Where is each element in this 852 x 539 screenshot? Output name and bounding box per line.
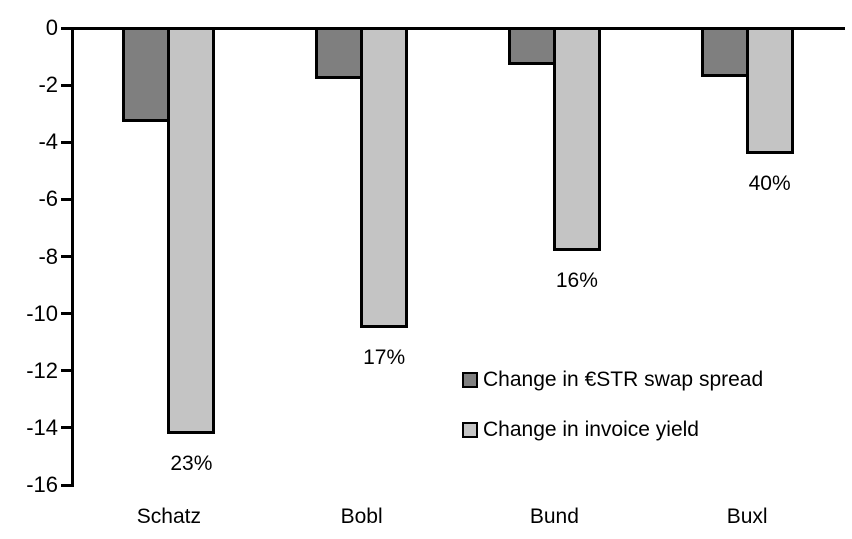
y-tick <box>61 369 71 373</box>
bar-change-in-invoice-yield-schatz <box>167 26 216 434</box>
y-tick <box>61 83 71 87</box>
y-tick-label: -4 <box>38 129 58 155</box>
data-label-schatz: 23% <box>170 451 213 475</box>
y-tick-label: -8 <box>38 243 58 269</box>
data-label-bund: 16% <box>555 268 598 292</box>
legend-swatch-swap-spread-icon <box>462 372 478 388</box>
bar-change-in-invoice-yield-buxl <box>745 26 794 154</box>
y-tick <box>61 140 71 144</box>
y-tick <box>61 197 71 201</box>
y-tick-label: -10 <box>26 300 58 326</box>
y-tick <box>61 26 71 30</box>
y-tick <box>61 312 71 316</box>
y-tick <box>61 426 71 430</box>
legend-item-swap-spread: Change in €STR swap spread <box>462 368 763 392</box>
data-label-buxl: 40% <box>748 171 791 195</box>
legend: Change in €STR swap spread Change in inv… <box>462 368 763 468</box>
x-axis-label-bobl: Bobl <box>340 505 383 528</box>
y-tick-label: -16 <box>26 472 58 497</box>
y-tick-label: 0 <box>45 15 58 40</box>
y-tick-label: -2 <box>38 72 58 98</box>
legend-label-swap-spread: Change in €STR swap spread <box>483 368 764 391</box>
bar-change-in-invoice-yield-bund <box>552 26 601 251</box>
y-tick <box>61 483 71 487</box>
bar-change-in-str-swap-spread-bund <box>507 26 556 66</box>
x-axis-label-schatz: Schatz <box>136 505 201 528</box>
x-axis-label-bund: Bund <box>529 505 579 528</box>
bar-change-in-invoice-yield-bobl <box>360 26 409 328</box>
bar-change-in-str-swap-spread-schatz <box>122 26 171 123</box>
bar-change-in-str-swap-spread-buxl <box>700 26 749 77</box>
y-axis-line <box>71 26 74 487</box>
legend-label-invoice-yield: Change in invoice yield <box>483 418 699 441</box>
y-tick-label: -12 <box>26 357 58 383</box>
zero-baseline <box>71 26 845 30</box>
legend-item-invoice-yield: Change in invoice yield <box>462 418 763 442</box>
legend-swatch-invoice-yield-icon <box>462 422 478 438</box>
x-axis-label-buxl: Buxl <box>726 505 768 528</box>
y-tick <box>61 255 71 258</box>
data-label-bobl: 17% <box>363 345 406 369</box>
y-tick-label: -14 <box>26 414 58 440</box>
y-tick-label: -6 <box>38 186 58 212</box>
bar-change-in-str-swap-spread-bobl <box>315 26 364 80</box>
